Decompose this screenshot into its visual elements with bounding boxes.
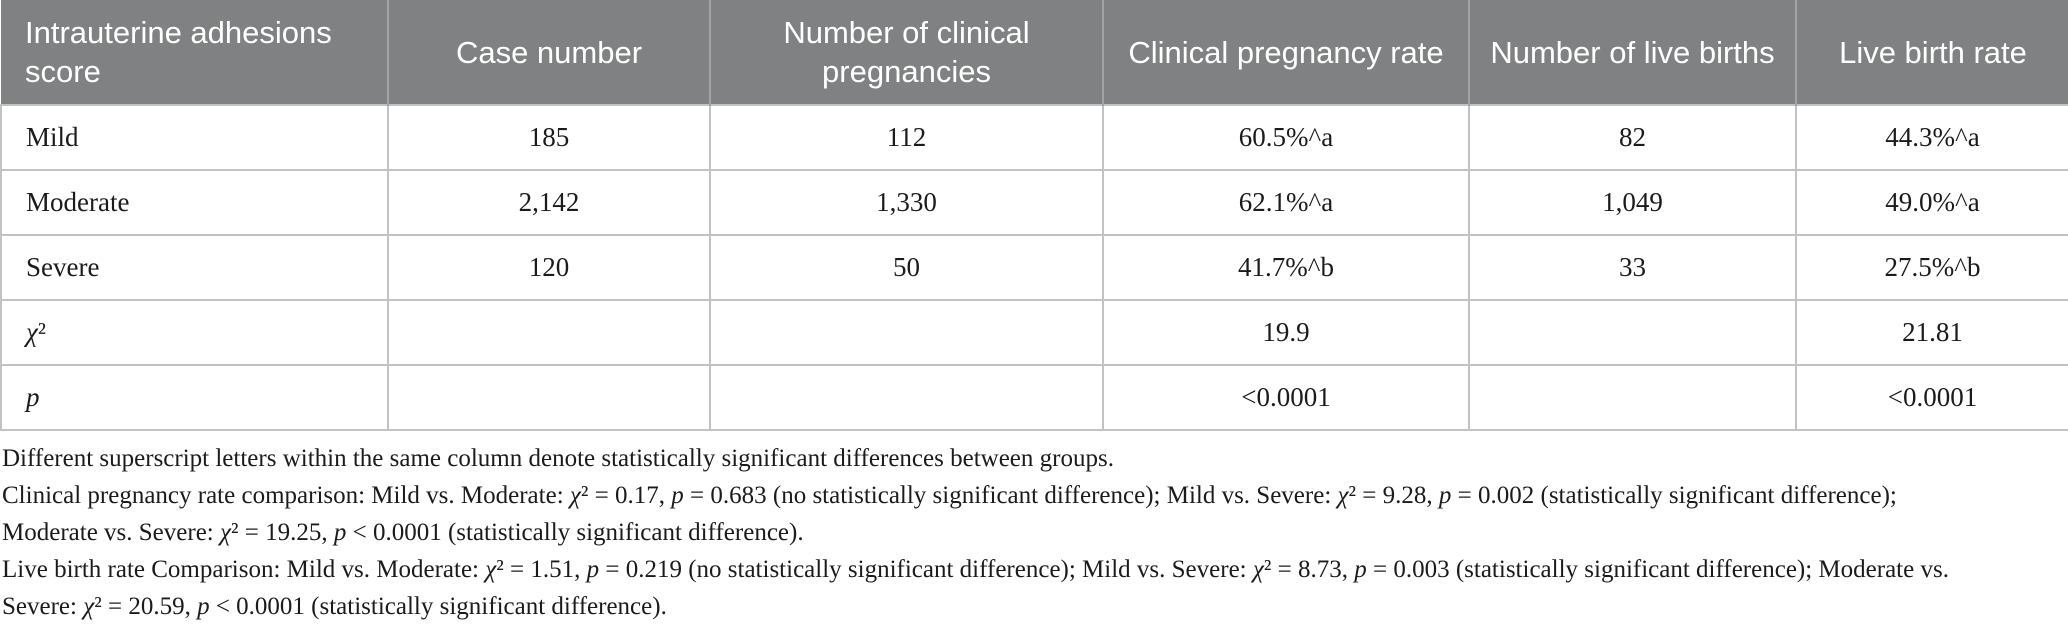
cell-p-value-clinical-pregnancies bbox=[709, 364, 1104, 431]
cell-mild-clinical-pregnancy-rate: 60.5%^a bbox=[1102, 104, 1470, 171]
cell-p-value-case-number bbox=[387, 364, 711, 431]
table-row-chi-square: χ² 19.9 21.81 bbox=[0, 299, 2068, 366]
table-row-moderate: Moderate 2,142 1,330 62.1%^a 1,049 49.0%… bbox=[0, 169, 2068, 236]
column-header-clinical-pregnancies: Number of clinical pregnancies bbox=[709, 0, 1103, 105]
cell-p-value-clinical-pregnancy-rate: <0.0001 bbox=[1102, 364, 1470, 431]
cell-moderate-live-births: 1,049 bbox=[1468, 169, 1797, 236]
outcomes-table: Intrauterine adhesions score Case number… bbox=[0, 0, 2068, 431]
footnote-clinical-pregnancy-comparison-line-2: Moderate vs. Severe: χ² = 19.25, p < 0.0… bbox=[2, 519, 804, 546]
cell-mild-clinical-pregnancies: 112 bbox=[709, 104, 1104, 171]
cell-moderate-case-number: 2,142 bbox=[387, 169, 711, 236]
cell-moderate-clinical-pregnancies: 1,330 bbox=[709, 169, 1104, 236]
cell-p-value-live-births bbox=[1468, 364, 1797, 431]
cell-moderate-live-birth-rate: 49.0%^a bbox=[1795, 169, 2068, 236]
column-header-clinical-pregnancy-rate: Clinical pregnancy rate bbox=[1102, 0, 1469, 105]
cell-p-value-live-birth-rate: <0.0001 bbox=[1795, 364, 2068, 431]
table-row-p-value: p <0.0001 <0.0001 bbox=[0, 364, 2068, 431]
cell-severe-clinical-pregnancy-rate: 41.7%^b bbox=[1102, 234, 1470, 301]
footnote-superscript-note: Different superscript letters within the… bbox=[2, 445, 1114, 472]
table-row-mild: Mild 185 112 60.5%^a 82 44.3%^a bbox=[0, 104, 2068, 171]
row-label-chi-square: χ² bbox=[0, 299, 389, 366]
column-header-case-number: Case number bbox=[387, 0, 710, 105]
header-row: Intrauterine adhesions score Case number… bbox=[1, 0, 2068, 105]
cell-severe-case-number: 120 bbox=[387, 234, 711, 301]
cell-mild-live-birth-rate: 44.3%^a bbox=[1795, 104, 2068, 171]
cell-mild-case-number: 185 bbox=[387, 104, 711, 171]
footnotes: Different superscript letters within the… bbox=[2, 440, 2068, 625]
cell-chi-square-case-number bbox=[387, 299, 711, 366]
cell-severe-live-birth-rate: 27.5%^b bbox=[1795, 234, 2068, 301]
column-header-live-births: Number of live births bbox=[1468, 0, 1796, 105]
cell-mild-live-births: 82 bbox=[1468, 104, 1797, 171]
row-label-severe: Severe bbox=[0, 234, 389, 301]
cell-severe-clinical-pregnancies: 50 bbox=[709, 234, 1104, 301]
footnote-clinical-pregnancy-comparison-line-1: Clinical pregnancy rate comparison: Mild… bbox=[2, 482, 1897, 509]
cell-moderate-clinical-pregnancy-rate: 62.1%^a bbox=[1102, 169, 1470, 236]
row-label-moderate: Moderate bbox=[0, 169, 389, 236]
cell-chi-square-live-birth-rate: 21.81 bbox=[1795, 299, 2068, 366]
cell-severe-live-births: 33 bbox=[1468, 234, 1797, 301]
row-label-p-value: p bbox=[0, 364, 389, 431]
cell-chi-square-live-births bbox=[1468, 299, 1797, 366]
table-row-severe: Severe 120 50 41.7%^b 33 27.5%^b bbox=[0, 234, 2068, 301]
column-header-live-birth-rate: Live birth rate bbox=[1795, 0, 2068, 105]
cell-chi-square-clinical-pregnancies bbox=[709, 299, 1104, 366]
footnote-live-birth-comparison-line-1: Live birth rate Comparison: Mild vs. Mod… bbox=[2, 556, 1949, 583]
footnote-live-birth-comparison-line-2: Severe: χ² = 20.59, p < 0.0001 (statisti… bbox=[2, 593, 667, 620]
row-label-mild: Mild bbox=[0, 104, 389, 171]
column-header-adhesions-score: Intrauterine adhesions score bbox=[1, 0, 388, 105]
cell-chi-square-clinical-pregnancy-rate: 19.9 bbox=[1102, 299, 1470, 366]
